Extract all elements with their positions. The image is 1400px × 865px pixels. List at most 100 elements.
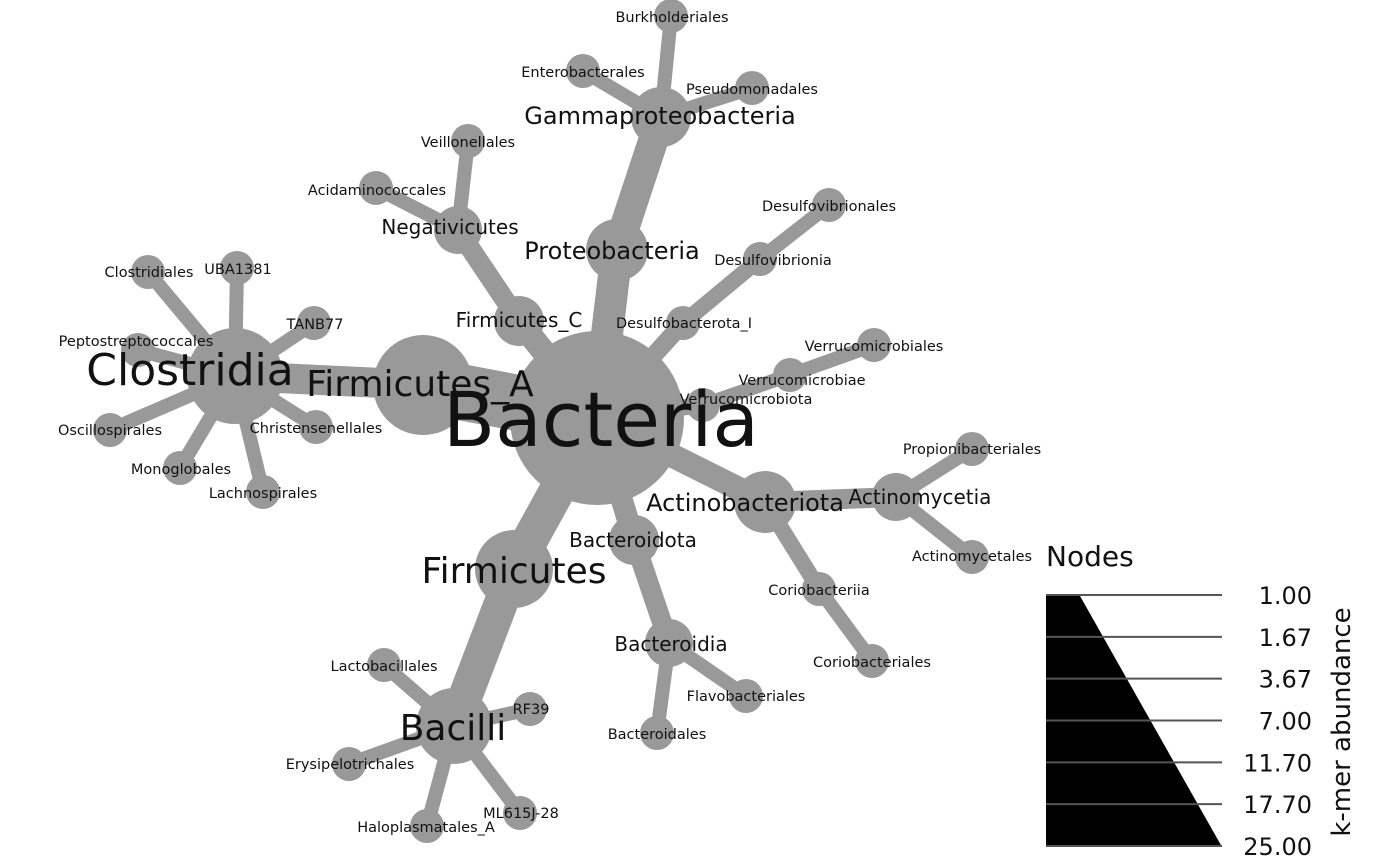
node-rf39 bbox=[513, 692, 547, 726]
node-enterobacterales bbox=[566, 54, 600, 88]
label-desulfobacterota-i: Desulfobacterota_I bbox=[616, 316, 752, 332]
node-desulfobacterota-i bbox=[666, 306, 700, 340]
label-actinobacteriota: Actinobacteriota bbox=[646, 489, 844, 517]
legend-tick-label: 17.70 bbox=[1243, 791, 1312, 819]
label-firmicutes: Firmicutes bbox=[422, 551, 607, 592]
node-coriobacteriales bbox=[855, 644, 889, 678]
label-propionibacteriales: Propionibacteriales bbox=[903, 442, 1041, 458]
tree-labels: Bacteria Firmicutes_A Clostridia Clostri… bbox=[58, 10, 1041, 836]
label-firmicutes-a: Firmicutes_A bbox=[306, 364, 534, 405]
label-erysipelotrichales: Erysipelotrichales bbox=[286, 757, 415, 773]
node-desulfovibrionia bbox=[743, 242, 777, 276]
label-desulfovibrionia: Desulfovibrionia bbox=[714, 253, 832, 269]
node-bacteroidia bbox=[645, 619, 693, 667]
node-verrucomicrobiales bbox=[857, 328, 891, 362]
tree-nodes bbox=[93, 0, 989, 843]
node-desulfovibrionales bbox=[812, 188, 846, 222]
node-firmicutes bbox=[475, 530, 553, 608]
label-bacteroidia: Bacteroidia bbox=[614, 632, 727, 656]
legend: Nodes 1.00 1.67 3.67 7.00 11.70 17.70 25.00 k-… bbox=[1046, 540, 1357, 861]
label-clostridiales: Clostridiales bbox=[105, 265, 194, 281]
label-enterobacterales: Enterobacterales bbox=[521, 65, 645, 81]
node-monoglobales bbox=[163, 451, 197, 485]
legend-tick-label: 7.00 bbox=[1259, 708, 1312, 736]
label-lactobacillales: Lactobacillales bbox=[330, 659, 437, 675]
node-bacteroidales bbox=[640, 716, 674, 750]
legend-title: Nodes bbox=[1046, 540, 1134, 573]
node-coriobacteriia bbox=[802, 572, 836, 606]
label-coriobacteriales: Coriobacteriales bbox=[813, 655, 931, 671]
node-christensenellales bbox=[299, 410, 333, 444]
label-monoglobales: Monoglobales bbox=[131, 462, 231, 478]
node-oscillospirales bbox=[93, 413, 127, 447]
node-bacilli bbox=[416, 688, 492, 764]
legend-tick-label: 1.67 bbox=[1259, 624, 1312, 652]
node-tanb77 bbox=[297, 306, 331, 340]
node-negativicutes bbox=[434, 206, 482, 254]
label-proteobacteria: Proteobacteria bbox=[524, 237, 700, 265]
label-uba1381: UBA1381 bbox=[204, 262, 271, 278]
label-bacteroidales: Bacteroidales bbox=[608, 727, 707, 743]
label-verrucomicrobiae: Verrucomicrobiae bbox=[738, 373, 865, 389]
label-firmicutes-c: Firmicutes_C bbox=[456, 308, 583, 332]
node-actinomycetales bbox=[955, 540, 989, 574]
label-coriobacteriia: Coriobacteriia bbox=[768, 583, 869, 599]
node-clostridiales bbox=[131, 255, 165, 289]
node-gammaproteobacteria bbox=[631, 87, 691, 147]
node-uba1381 bbox=[220, 251, 254, 285]
label-veillonellales: Veillonellales bbox=[421, 135, 515, 151]
node-pseudomonadales bbox=[735, 71, 769, 105]
label-oscillospirales: Oscillospirales bbox=[58, 423, 162, 439]
node-haloplasmatales-a bbox=[410, 809, 444, 843]
node-actinobacteriota bbox=[734, 471, 796, 533]
label-lachnospirales: Lachnospirales bbox=[209, 486, 317, 502]
label-clostridia: Clostridia bbox=[86, 345, 293, 396]
label-gammaproteobacteria: Gammaproteobacteria bbox=[524, 102, 795, 130]
label-verrucomicrobiales: Verrucomicrobiales bbox=[805, 339, 944, 355]
label-bacteria: Bacteria bbox=[443, 375, 759, 464]
label-actinomycetia: Actinomycetia bbox=[849, 485, 992, 509]
node-ml615j-28 bbox=[503, 796, 537, 830]
label-ml615j-28: ML615J-28 bbox=[483, 806, 559, 822]
label-rf39: RF39 bbox=[513, 702, 550, 718]
node-erysipelotrichales bbox=[332, 747, 366, 781]
label-actinomycetales: Actinomycetales bbox=[912, 549, 1032, 565]
label-tanb77: TANB77 bbox=[286, 317, 344, 333]
legend-tick-label: 11.70 bbox=[1243, 749, 1312, 777]
node-verrucomicrobiae bbox=[773, 358, 807, 392]
node-burkholderiales bbox=[654, 0, 688, 33]
legend-tick-label: 3.67 bbox=[1259, 666, 1312, 694]
node-proteobacteria bbox=[586, 219, 648, 281]
label-verrucomicrobiota: Verrucomicrobiota bbox=[680, 392, 813, 408]
label-christensenellales: Christensenellales bbox=[250, 421, 383, 437]
node-flavobacteriales bbox=[729, 679, 763, 713]
node-clostridia bbox=[187, 328, 283, 424]
label-bacilli: Bacilli bbox=[400, 708, 507, 749]
node-bacteroidota bbox=[609, 515, 659, 565]
label-burkholderiales: Burkholderiales bbox=[615, 10, 728, 26]
legend-tick-label: 1.00 bbox=[1259, 582, 1312, 610]
label-negativicutes: Negativicutes bbox=[381, 215, 518, 239]
node-peptostreptococcales bbox=[121, 333, 155, 367]
legend-axis-label: k-mer abundance bbox=[1327, 607, 1357, 836]
node-veillonellales bbox=[451, 124, 485, 158]
label-bacteroidota: Bacteroidota bbox=[569, 528, 697, 552]
label-flavobacteriales: Flavobacteriales bbox=[687, 689, 806, 705]
label-acidaminococcales: Acidaminococcales bbox=[308, 183, 446, 199]
label-desulfovibrionales: Desulfovibrionales bbox=[762, 199, 896, 215]
node-propionibacteriales bbox=[955, 432, 989, 466]
node-lachnospirales bbox=[246, 475, 280, 509]
label-peptostreptococcales: Peptostreptococcales bbox=[59, 334, 214, 350]
legend-tick-label: 25.00 bbox=[1243, 833, 1312, 861]
label-pseudomonadales: Pseudomonadales bbox=[686, 82, 818, 98]
node-lactobacillales bbox=[367, 648, 401, 682]
node-bacteria bbox=[510, 331, 684, 505]
node-firmicutes-a bbox=[373, 335, 473, 435]
node-verrucomicrobiota bbox=[686, 388, 720, 422]
legend-ticks: 1.00 1.67 3.67 7.00 11.70 17.70 25.00 bbox=[1046, 582, 1312, 861]
label-haloplasmatales-a: Haloplasmatales_A bbox=[357, 820, 495, 836]
node-actinomycetia bbox=[872, 473, 920, 521]
node-firmicutes-c bbox=[494, 296, 544, 346]
node-acidaminococcales bbox=[359, 171, 393, 205]
